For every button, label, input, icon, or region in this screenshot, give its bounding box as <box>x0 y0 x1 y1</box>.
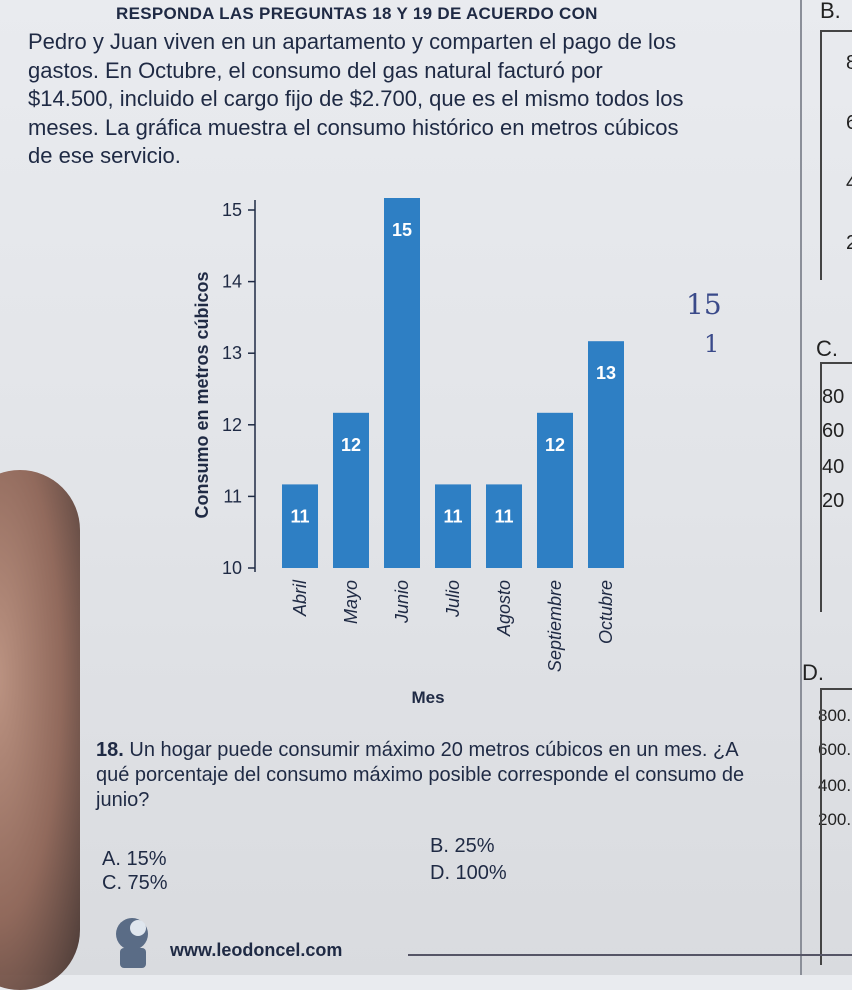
b-value: 6 <box>846 112 852 134</box>
section-header: RESPONDA LAS PREGUNTAS 18 Y 19 DE ACUERD… <box>116 4 598 23</box>
bar-abril <box>282 484 318 568</box>
bar-value-label: 11 <box>494 506 513 526</box>
bar-mayo <box>333 412 369 568</box>
y-tick-label: 11 <box>223 486 242 506</box>
question-18: 18. Un hogar puede consumir máximo 20 me… <box>96 738 776 813</box>
bar-septiembre <box>537 412 573 568</box>
intro-line-4: meses. La gráfica muestra el consumo his… <box>28 114 679 140</box>
answer-option-d[interactable]: D. 100% <box>430 862 507 884</box>
handwritten-note-top: 15 <box>686 288 722 321</box>
b-value: 8 <box>846 52 852 74</box>
answer-option-c[interactable]: C. 75% <box>102 872 168 894</box>
intro-line-3: $14.500, incluido el cargo fijo de $2.70… <box>28 86 684 111</box>
c-value: 20 <box>822 490 845 512</box>
side-panel-box-d <box>820 688 852 965</box>
c-value: 60 <box>822 420 845 442</box>
bar-value-label: 11 <box>443 506 462 526</box>
bar-value-label: 13 <box>596 363 616 383</box>
bar-julio <box>435 484 471 568</box>
hand-shadow <box>0 470 80 990</box>
option-c-label: C. <box>816 336 838 361</box>
d-value: 400. <box>818 776 852 795</box>
x-category-label: Abril <box>290 579 310 617</box>
d-value: 600. <box>818 740 852 759</box>
consumption-bar-chart: Consumo en metros cúbicos 10 11 12 13 14 15 1… <box>192 198 624 707</box>
d-value: 200. <box>818 810 852 829</box>
side-panel-box-b <box>820 30 852 280</box>
handwritten-note-bottom: 1 <box>704 330 720 358</box>
intro-line-2: gastos. En Octubre, el consumo del gas n… <box>28 57 603 83</box>
d-value: 800. <box>818 706 852 725</box>
student-thinking-icon <box>116 918 148 968</box>
b-value: 2 <box>846 232 852 254</box>
x-category-label: Septiembre <box>545 580 565 672</box>
y-tick-label: 10 <box>222 558 242 578</box>
x-axis-label: Mes <box>411 688 444 707</box>
intro-line-5: de ese servicio. <box>28 143 181 168</box>
y-tick-label: 12 <box>222 415 242 435</box>
footer-website: www.leodoncel.com <box>170 940 343 960</box>
y-tick-label: 14 <box>222 272 242 292</box>
y-tick-label: 13 <box>222 343 242 363</box>
option-b-label: B. <box>820 0 841 23</box>
bar-value-label: 12 <box>341 435 361 455</box>
intro-paragraph: Pedro y Juan viven en un apartamento y c… <box>28 28 798 171</box>
intro-line-1: Pedro y Juan viven en un apartamento y c… <box>28 29 677 54</box>
bar-junio <box>384 198 420 568</box>
question-text: Un hogar puede consumir máximo 20 metros… <box>96 739 745 811</box>
y-axis-label: Consumo en metros cúbicos <box>192 271 212 518</box>
x-category-label: Agosto <box>494 580 514 637</box>
answer-option-b[interactable]: B. 25% <box>430 835 495 857</box>
answer-option-a[interactable]: A. 15% <box>102 848 167 870</box>
footer-rule <box>408 954 852 956</box>
x-category-label: Junio <box>392 580 412 624</box>
bar-value-label: 11 <box>290 506 309 526</box>
side-panel-box-c <box>820 362 852 612</box>
bar-value-label: 12 <box>545 435 565 455</box>
x-category-label: Mayo <box>341 580 361 624</box>
bar-value-label: 15 <box>392 220 412 240</box>
x-category-label: Octubre <box>596 580 616 644</box>
c-value: 80 <box>822 386 845 408</box>
y-tick-label: 15 <box>222 200 242 220</box>
b-value: 4 <box>846 172 852 194</box>
option-d-label: D. <box>802 660 824 685</box>
question-number: 18. <box>96 739 124 761</box>
bar-octubre <box>588 341 624 568</box>
bar-agosto <box>486 484 522 568</box>
x-category-label: Julio <box>443 580 463 618</box>
side-panel: B. 8 6 4 2 C. 80 60 40 20 D. 800. 600. 4… <box>800 0 852 975</box>
c-value: 40 <box>822 456 845 478</box>
